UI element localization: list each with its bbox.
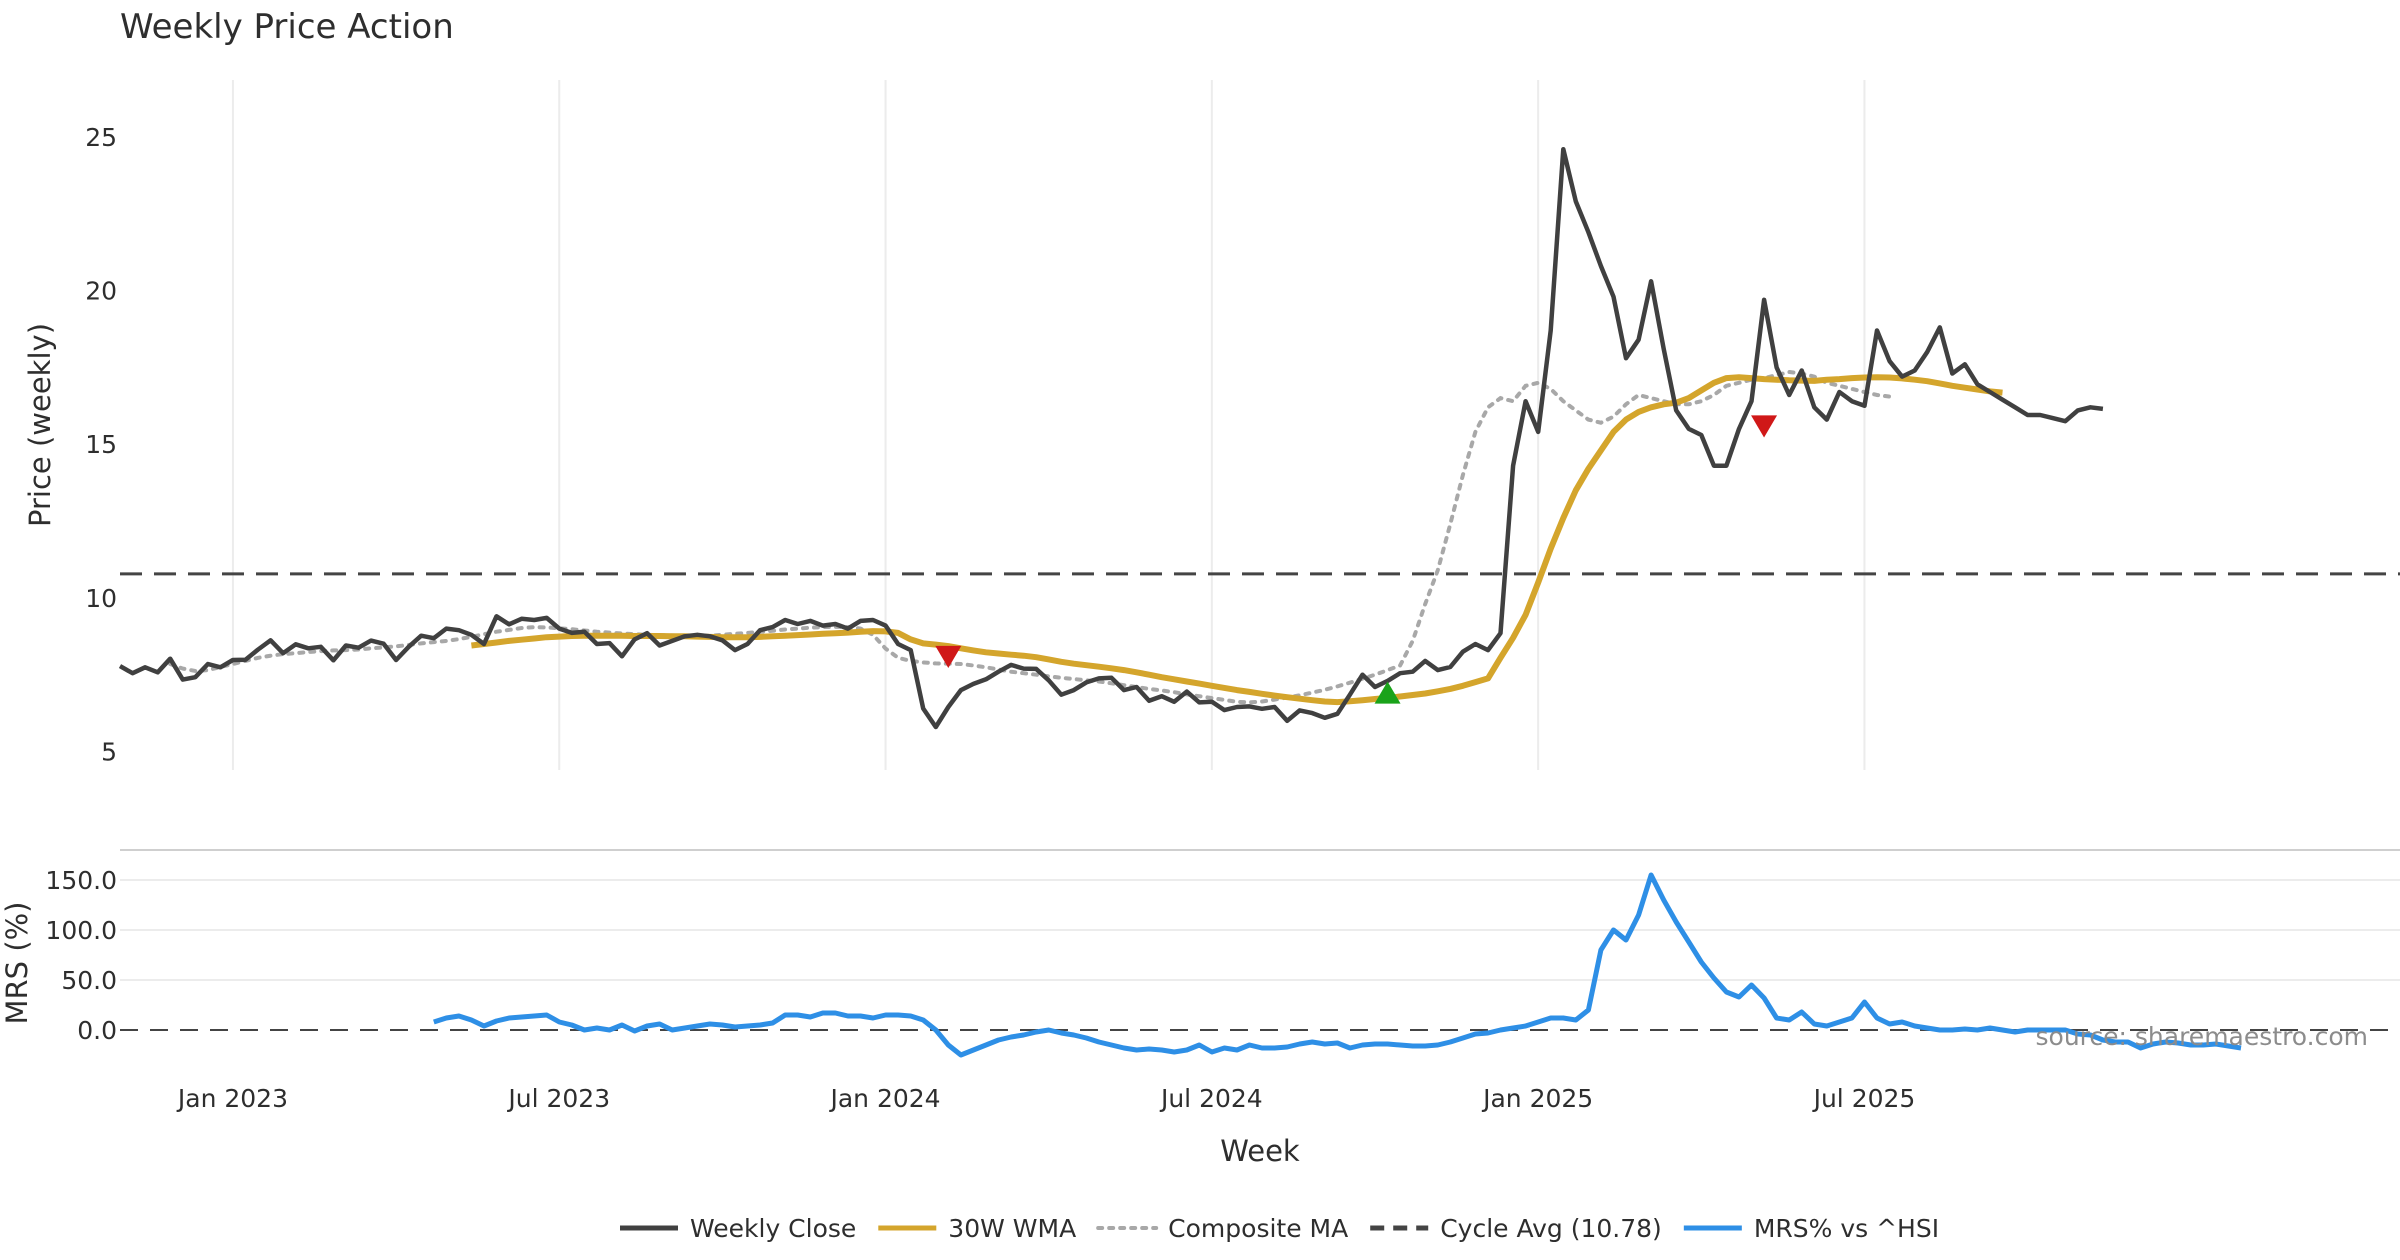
x-tick-label: Jul 2024 <box>1159 1084 1263 1113</box>
mrs-y-ticks: 0.0 50.0 100.0 150.0 <box>45 866 2400 1045</box>
x-tick-label: Jul 2025 <box>1812 1084 1916 1113</box>
legend-label: 30W WMA <box>948 1214 1076 1243</box>
price-y-axis-label: Price (weekly) <box>23 323 57 527</box>
price-y-ticks: 5 10 15 20 25 <box>85 123 117 767</box>
x-tick-label: Jan 2023 <box>176 1084 288 1113</box>
legend-label: Composite MA <box>1168 1214 1348 1243</box>
mrs-y-tick-label: 100.0 <box>45 916 117 945</box>
source-watermark: source: sharemaestro.com <box>2036 1022 2369 1051</box>
composite-ma-series <box>168 369 1892 705</box>
legend: Weekly Close 30W WMA Composite MA Cycle Avg… <box>620 1214 1939 1243</box>
legend-label: Weekly Close <box>690 1214 856 1243</box>
x-tick-label: Jan 2025 <box>1481 1084 1593 1113</box>
mrs-y-tick-label: 50.0 <box>61 966 117 995</box>
weekly-close-series <box>118 146 2104 730</box>
chart-title: Weekly Price Action <box>120 7 454 47</box>
x-axis-date-ticks: Jan 2023 Jul 2023 Jan 2024 Jul 2024 Jan 2025… <box>176 1084 1915 1113</box>
sell-signal-marker <box>1751 415 1778 438</box>
mrs-series <box>433 872 2242 1058</box>
y-tick-label: 5 <box>101 738 117 767</box>
buy-signal-marker <box>1374 681 1401 704</box>
sell-signal-marker <box>935 645 962 668</box>
legend-label: Cycle Avg (10.78) <box>1440 1214 1662 1243</box>
wma30-series <box>471 374 2003 706</box>
y-tick-label: 25 <box>85 123 117 152</box>
y-tick-label: 10 <box>85 584 117 613</box>
y-tick-label: 20 <box>85 277 117 306</box>
mrs-y-tick-label: 0.0 <box>77 1016 117 1045</box>
y-tick-label: 15 <box>85 430 117 459</box>
mrs-y-axis-label: MRS (%) <box>0 902 34 1025</box>
x-axis-label: Week <box>1220 1134 1300 1168</box>
x-tick-label: Jan 2024 <box>828 1084 940 1113</box>
mrs-y-tick-label: 150.0 <box>45 866 117 895</box>
x-tick-label: Jul 2023 <box>506 1084 610 1113</box>
legend-label: MRS% vs ^HSI <box>1754 1214 1939 1243</box>
signal-markers <box>935 415 1778 704</box>
